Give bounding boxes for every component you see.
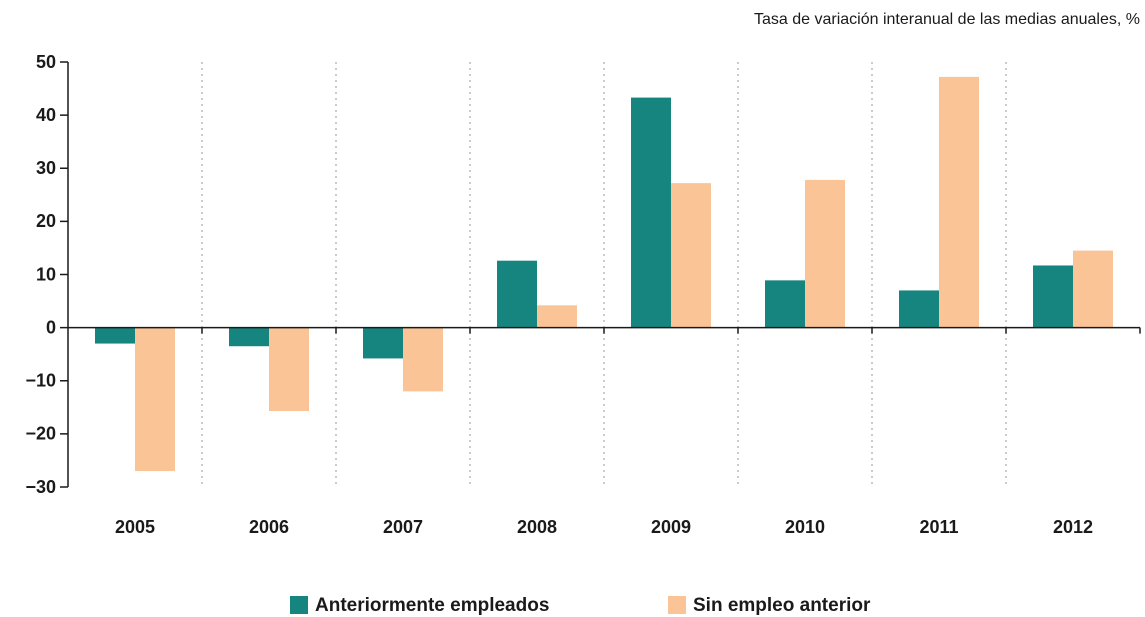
y-tick-label: 30 bbox=[36, 158, 56, 178]
x-tick-label: 2005 bbox=[115, 517, 155, 537]
bar bbox=[631, 97, 671, 328]
x-tick-label: 2007 bbox=[383, 517, 423, 537]
bar bbox=[1033, 265, 1073, 328]
x-tick-label: 2012 bbox=[1053, 517, 1093, 537]
legend-swatch bbox=[290, 596, 308, 614]
y-tick-label: 50 bbox=[36, 52, 56, 72]
legend-label: Anteriormente empleados bbox=[315, 595, 549, 616]
bar bbox=[229, 327, 269, 347]
bar bbox=[403, 327, 443, 392]
y-tick-label: 0 bbox=[46, 317, 56, 337]
bar bbox=[939, 76, 979, 328]
legend-label: Sin empleo anterior bbox=[693, 595, 871, 616]
x-tick-label: 2008 bbox=[517, 517, 557, 537]
bar bbox=[363, 327, 403, 359]
y-tick-label: −30 bbox=[25, 477, 56, 497]
y-tick-label: 20 bbox=[36, 211, 56, 231]
y-tick-label: −20 bbox=[25, 424, 56, 444]
bar bbox=[899, 290, 939, 328]
x-tick-label: 2011 bbox=[919, 517, 958, 537]
bar bbox=[671, 183, 711, 328]
bar bbox=[805, 179, 845, 328]
y-tick-label: 40 bbox=[36, 105, 56, 125]
bar bbox=[1073, 250, 1113, 328]
bar bbox=[765, 280, 805, 328]
chart-subtitle: Tasa de variación interanual de las medi… bbox=[754, 11, 1140, 28]
legend-swatch bbox=[668, 596, 686, 614]
bar bbox=[269, 327, 309, 412]
y-tick-label: 10 bbox=[36, 264, 56, 284]
y-tick-label: −10 bbox=[25, 371, 56, 391]
x-tick-label: 2010 bbox=[785, 517, 825, 537]
bar bbox=[497, 260, 537, 328]
x-tick-label: 2009 bbox=[651, 517, 691, 537]
x-tick-label: 2006 bbox=[249, 517, 289, 537]
bar bbox=[537, 305, 577, 328]
bar bbox=[135, 327, 175, 472]
bar bbox=[95, 327, 135, 344]
